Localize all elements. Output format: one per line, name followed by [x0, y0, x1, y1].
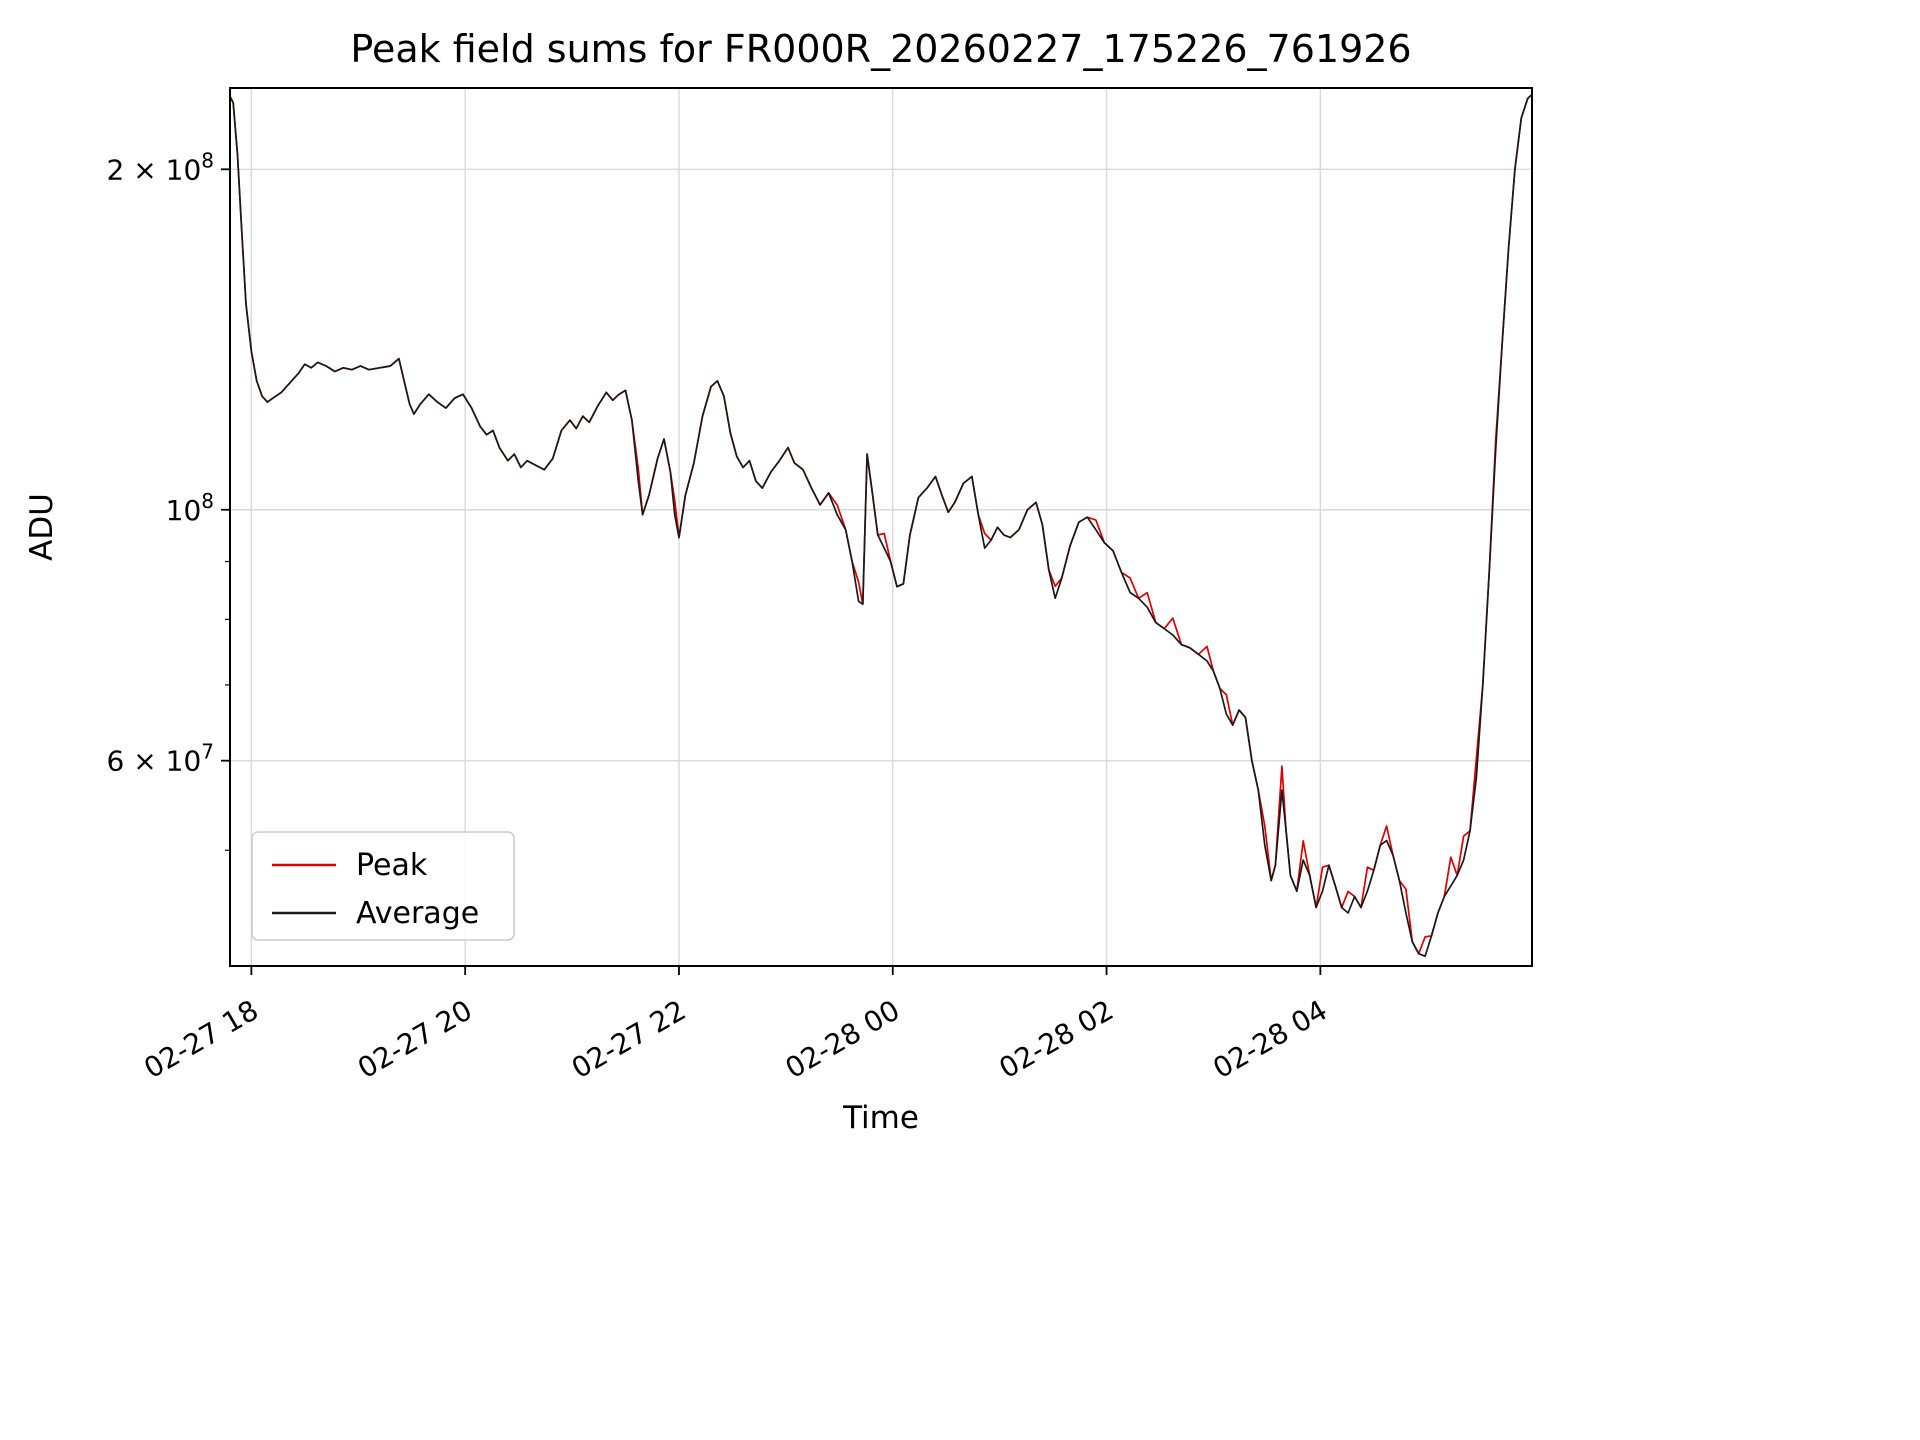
x-tick-label: 02-27 22: [566, 993, 692, 1085]
series-average: [230, 93, 1532, 958]
chart-title: Peak field sums for FR000R_20260227_1752…: [350, 27, 1411, 71]
axis-spine: [229, 87, 1533, 967]
grid-layer: [230, 88, 1532, 966]
x-tick-label: 02-28 00: [780, 993, 906, 1085]
series-layer: [230, 93, 1532, 958]
series-peak: [230, 93, 1532, 955]
x-tick-label: 02-28 04: [1207, 993, 1333, 1085]
y-tick-label: 108: [166, 489, 214, 527]
x-tick-label: 02-28 02: [994, 993, 1120, 1085]
x-axis-label: Time: [842, 1100, 919, 1136]
y-axis-label: ADU: [24, 493, 60, 561]
x-tick-label: 02-27 18: [138, 993, 264, 1085]
y-tick-label: 6 × 107: [107, 740, 214, 778]
x-tick-label: 02-27 20: [352, 993, 478, 1085]
legend-label: Average: [356, 896, 479, 931]
legend: Peak Average: [251, 831, 515, 941]
legend-label: Peak: [356, 848, 428, 883]
y-tick-label: 2 × 108: [107, 148, 214, 186]
